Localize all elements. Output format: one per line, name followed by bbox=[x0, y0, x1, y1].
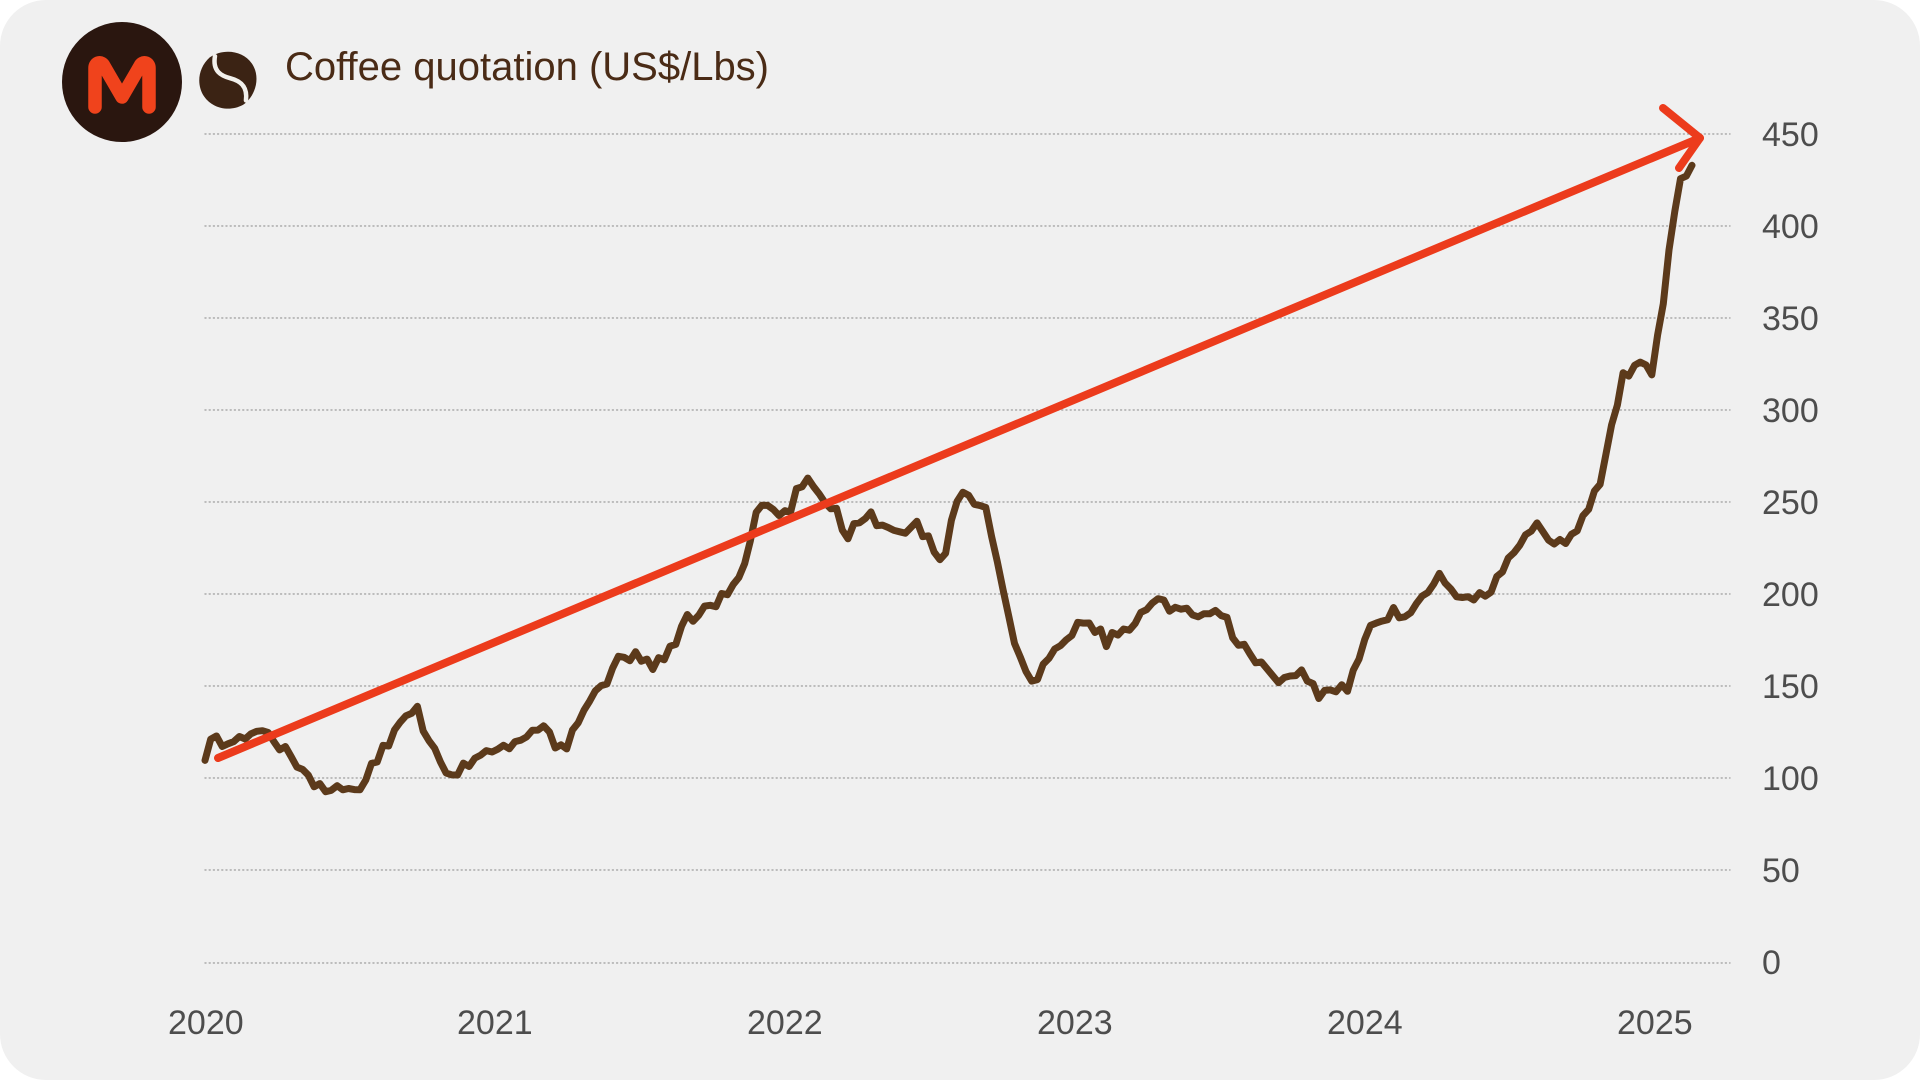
svg-text:2024: 2024 bbox=[1327, 1004, 1403, 1042]
svg-text:200: 200 bbox=[1762, 576, 1819, 614]
svg-text:450: 450 bbox=[1762, 116, 1819, 154]
svg-text:150: 150 bbox=[1762, 668, 1819, 706]
svg-text:2025: 2025 bbox=[1617, 1004, 1693, 1042]
svg-text:2021: 2021 bbox=[457, 1004, 533, 1042]
svg-text:100: 100 bbox=[1762, 760, 1819, 798]
svg-text:2020: 2020 bbox=[168, 1004, 244, 1042]
svg-text:0: 0 bbox=[1762, 944, 1781, 982]
svg-text:2022: 2022 bbox=[747, 1004, 823, 1042]
svg-text:250: 250 bbox=[1762, 484, 1819, 522]
svg-text:350: 350 bbox=[1762, 300, 1819, 338]
svg-text:400: 400 bbox=[1762, 208, 1819, 246]
svg-text:Coffee quotation (US$/Lbs): Coffee quotation (US$/Lbs) bbox=[285, 45, 769, 89]
svg-text:50: 50 bbox=[1762, 852, 1800, 890]
svg-text:2023: 2023 bbox=[1037, 1004, 1113, 1042]
svg-text:300: 300 bbox=[1762, 392, 1819, 430]
